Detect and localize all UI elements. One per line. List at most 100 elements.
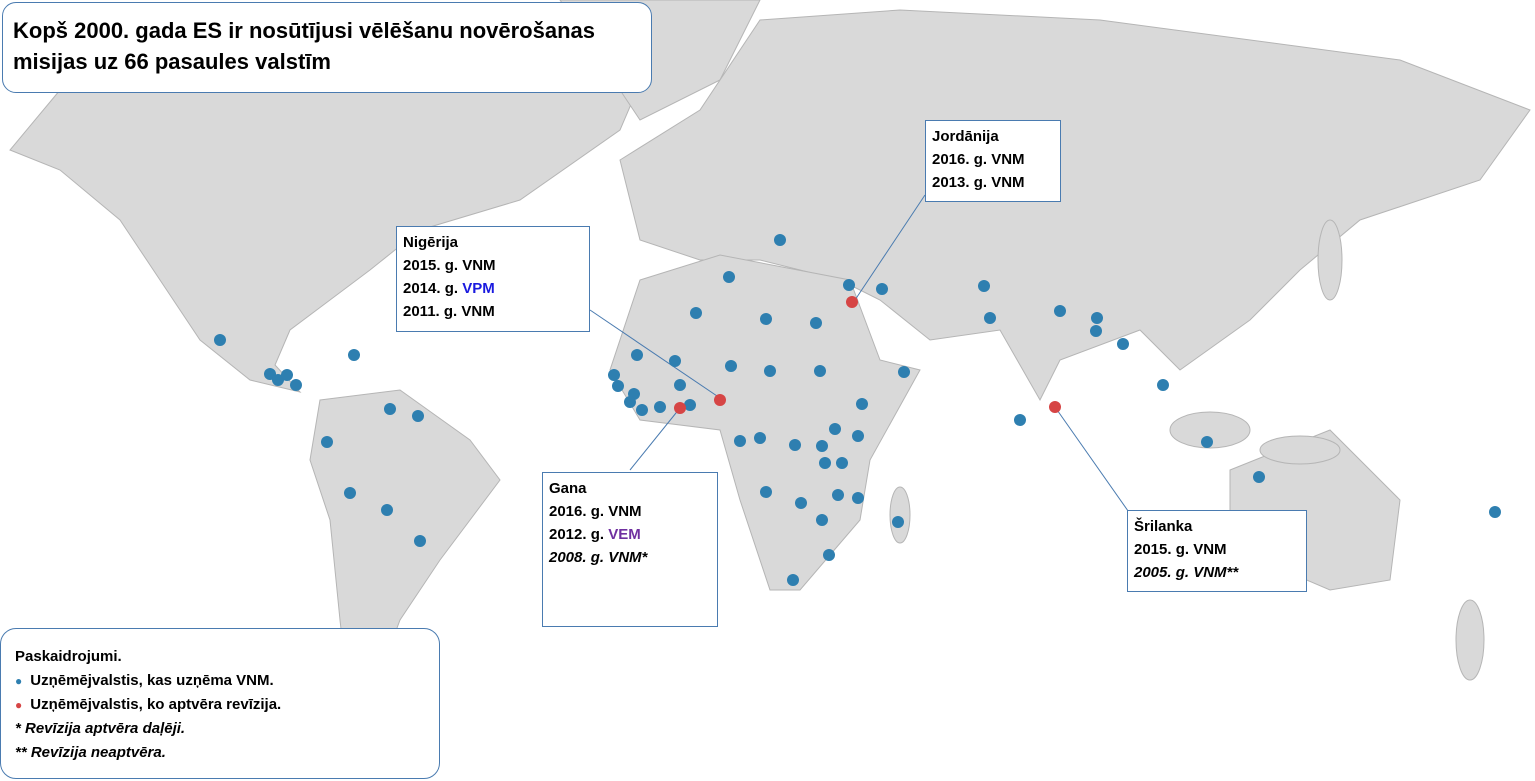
host-dot — [734, 435, 746, 447]
new-zealand — [1455, 599, 1485, 681]
callout-line: 2014. g. VPM — [403, 277, 583, 300]
host-dot — [608, 369, 620, 381]
callout-line: 2005. g. VNM** — [1134, 561, 1300, 584]
callout-line: 2016. g. VNM — [549, 500, 711, 523]
line-text: 2014. g. — [403, 280, 459, 297]
host-dot — [384, 403, 396, 415]
callout-country: Nigērija — [403, 234, 459, 251]
host-dot — [674, 402, 686, 414]
legend-title: Paskaidrojumi. — [15, 648, 122, 665]
indonesia — [1169, 411, 1251, 449]
host-dot — [832, 489, 844, 501]
host-dot — [669, 355, 681, 367]
host-dot — [348, 349, 360, 361]
host-dot — [412, 410, 424, 422]
line-text: 2008. g. VNM* — [549, 549, 648, 566]
legend-note: ** Revīzija neaptvēra. — [15, 744, 166, 761]
host-dot — [856, 398, 868, 410]
host-dot — [1201, 436, 1213, 448]
host-dot — [814, 365, 826, 377]
callout: Nigērija 2015. g. VNM 2014. g. VPM 2011. g.… — [396, 226, 590, 332]
host-dot — [892, 516, 904, 528]
line-text: 2015. g. VNM — [1134, 541, 1227, 558]
host-dot — [823, 549, 835, 561]
callout-country: Jordānija — [932, 128, 999, 145]
host-dot — [1054, 305, 1066, 317]
host-dot — [810, 317, 822, 329]
host-dot — [1253, 471, 1265, 483]
callout: Šrilanka 2015. g. VNM 2005. g. VNM** — [1127, 510, 1307, 592]
leader-line — [1054, 406, 1134, 519]
host-dot — [674, 379, 686, 391]
host-dot — [690, 307, 702, 319]
host-dot — [852, 430, 864, 442]
host-dot — [414, 535, 426, 547]
host-dot — [764, 365, 776, 377]
legend: Paskaidrojumi. ● Uzņēmējvalstis, kas uzņēm… — [0, 628, 440, 779]
line-text: 2013. g. VNM — [932, 174, 1025, 191]
host-dot — [816, 440, 828, 452]
host-dot — [852, 492, 864, 504]
host-dot — [272, 374, 284, 386]
legend-item: ● Uzņēmējvalstis, ko aptvēra revīzija. — [15, 693, 425, 717]
host-dot — [214, 334, 226, 346]
title: Kopš 2000. gada ES ir nosūtījusi vēlēšan… — [13, 18, 595, 74]
callout-line: 2011. g. VNM — [403, 300, 583, 323]
host-dot — [725, 360, 737, 372]
host-dot — [1117, 338, 1129, 350]
host-dot — [789, 439, 801, 451]
leader-line — [854, 194, 926, 301]
host-dot — [654, 401, 666, 413]
host-dot — [1091, 312, 1103, 324]
line-tag: VPM — [462, 280, 495, 297]
legend-note: * Revīzija aptvēra daļēji. — [15, 720, 186, 737]
host-dot — [978, 280, 990, 292]
host-dot — [846, 296, 858, 308]
line-text: 2016. g. VNM — [932, 151, 1025, 168]
legend-label: Uzņēmējvalstis, kas uzņēma VNM. — [30, 672, 274, 689]
callout-line: 2012. g. VEM — [549, 523, 711, 546]
callout-line: 2015. g. VNM — [403, 254, 583, 277]
host-dot — [1049, 401, 1061, 413]
host-dot — [843, 279, 855, 291]
host-dot — [1014, 414, 1026, 426]
host-dot — [714, 394, 726, 406]
host-dot — [819, 457, 831, 469]
host-dot — [636, 404, 648, 416]
line-text: 2012. g. — [549, 526, 605, 543]
host-dot — [1157, 379, 1169, 391]
host-dot — [774, 234, 786, 246]
host-dot — [760, 486, 772, 498]
host-dot — [344, 487, 356, 499]
host-dot — [381, 504, 393, 516]
title-box: Kopš 2000. gada ES ir nosūtījusi vēlēšan… — [2, 2, 652, 93]
host-dot — [795, 497, 807, 509]
japan — [1317, 219, 1343, 301]
new-guinea — [1259, 435, 1341, 465]
host-dot — [984, 312, 996, 324]
line-tag: VEM — [608, 526, 641, 543]
legend-label: Uzņēmējvalstis, ko aptvēra revīzija. — [30, 696, 282, 713]
callout: Jordānija 2016. g. VNM 2013. g. VNM — [925, 120, 1061, 202]
line-text: 2016. g. VNM — [549, 503, 642, 520]
host-dot — [876, 283, 888, 295]
callout-line: 2015. g. VNM — [1134, 538, 1300, 561]
host-dot — [684, 399, 696, 411]
host-dot — [281, 369, 293, 381]
host-dot — [754, 432, 766, 444]
callout-country: Šrilanka — [1134, 518, 1193, 535]
host-dot — [760, 313, 772, 325]
callout-line: 2016. g. VNM — [932, 148, 1054, 171]
legend-dot: ● — [15, 674, 23, 688]
host-dot — [1090, 325, 1102, 337]
callout: Gana 2016. g. VNM 2012. g. VEM 2008. g. VNM… — [542, 472, 718, 627]
callout-country: Gana — [549, 480, 587, 497]
madagascar — [889, 486, 911, 544]
callout-line: 2013. g. VNM — [932, 171, 1054, 194]
host-dot — [290, 379, 302, 391]
legend-item: ● Uzņēmējvalstis, kas uzņēma VNM. — [15, 669, 425, 693]
host-dot — [898, 366, 910, 378]
host-dot — [836, 457, 848, 469]
